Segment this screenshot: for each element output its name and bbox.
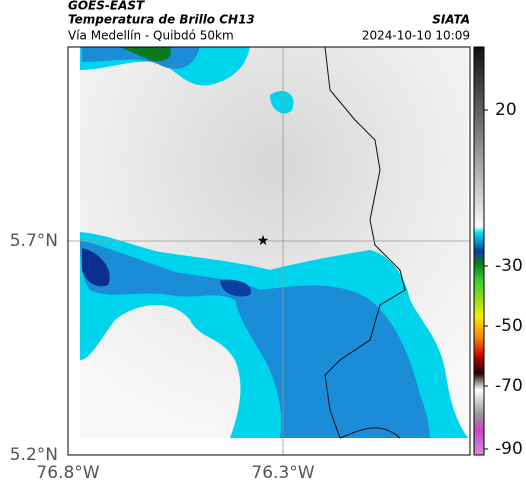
- map-area: ★: [67, 46, 471, 456]
- svg-text:★: ★: [257, 233, 270, 249]
- lat-label: 5.2°N: [10, 445, 58, 465]
- lat-label: 5.7°N: [10, 231, 58, 251]
- subtitle: Temperatura de Brillo CH13: [68, 13, 255, 27]
- colorbar: [473, 46, 485, 456]
- timestamp: 2024-10-10 10:09: [362, 29, 470, 43]
- lon-label: 76.8°W: [36, 463, 99, 483]
- lon-label: 76.3°W: [251, 463, 314, 483]
- colorbar-label: -90: [495, 439, 523, 459]
- region: Vía Medellín - Quibdó 50km: [68, 29, 234, 43]
- colorbar-label: -30: [495, 256, 523, 276]
- source: SIATA: [432, 13, 470, 27]
- colorbar-label: -50: [495, 316, 523, 336]
- colorbar-label: -70: [495, 376, 523, 396]
- colorbar-ticks: [484, 109, 488, 450]
- colorbar-label: 20: [495, 100, 517, 120]
- title: GOES-EAST: [68, 0, 145, 13]
